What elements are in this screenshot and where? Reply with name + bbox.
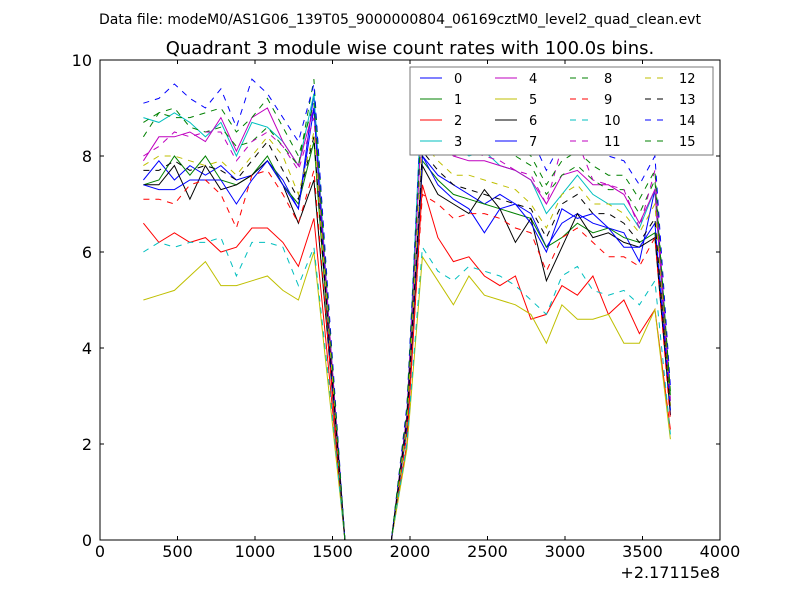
- legend-label-12: 12: [679, 72, 696, 87]
- y-tick-label: 6: [82, 243, 92, 262]
- legend-label-7: 7: [529, 135, 537, 150]
- legend-label-2: 2: [454, 114, 462, 129]
- x-tick-label: 2500: [467, 542, 508, 561]
- y-tick-label: 10: [72, 51, 92, 70]
- legend-label-5: 5: [529, 93, 537, 108]
- x-tick-label: 3500: [622, 542, 663, 561]
- series-line-4: [142, 107, 671, 541]
- legend-label-10: 10: [604, 114, 621, 129]
- series-line-1: [143, 141, 671, 541]
- legend-label-6: 6: [529, 114, 537, 129]
- legend-label-11: 11: [604, 135, 621, 150]
- x-tick-label: 4000: [700, 542, 741, 561]
- legend-label-13: 13: [679, 93, 696, 108]
- series-line-13: [143, 136, 671, 541]
- x-tick-label: 0: [95, 542, 105, 561]
- legend-label-14: 14: [679, 114, 696, 129]
- x-tick-label: 1000: [235, 542, 276, 561]
- legend-label-1: 1: [454, 93, 462, 108]
- series-line-15: [143, 97, 671, 541]
- x-tick-label: 500: [162, 542, 193, 561]
- series-line-6: [143, 160, 671, 541]
- legend-label-0: 0: [454, 72, 462, 87]
- series-line-5: [143, 251, 671, 541]
- legend-label-9: 9: [604, 93, 612, 108]
- chart-title: Quadrant 3 module wise count rates with …: [166, 38, 655, 59]
- series-line-0: [143, 93, 671, 541]
- x-axis-offset-label: +2.17115e8: [620, 563, 720, 582]
- x-tick-label: 3000: [545, 542, 586, 561]
- legend-label-8: 8: [604, 72, 612, 87]
- y-tick-label: 8: [82, 147, 92, 166]
- legend-box: [409, 66, 714, 156]
- x-tick-label: 2000: [390, 542, 431, 561]
- series-line-9: [143, 169, 671, 541]
- y-tick-label: 4: [82, 339, 92, 358]
- y-tick-label: 2: [82, 435, 92, 454]
- chart-suptitle: Data file: modeM0/AS1G06_139T05_90000008…: [99, 12, 701, 28]
- legend-label-15: 15: [679, 135, 696, 150]
- series-line-10: [143, 236, 671, 541]
- series-line-12: [143, 131, 671, 541]
- series-line-2: [143, 184, 671, 541]
- y-tick-label: 0: [82, 531, 92, 550]
- legend-label-3: 3: [454, 135, 462, 150]
- x-tick-label: 1500: [312, 542, 353, 561]
- legend-label-4: 4: [529, 72, 537, 87]
- series-line-7: [143, 107, 671, 541]
